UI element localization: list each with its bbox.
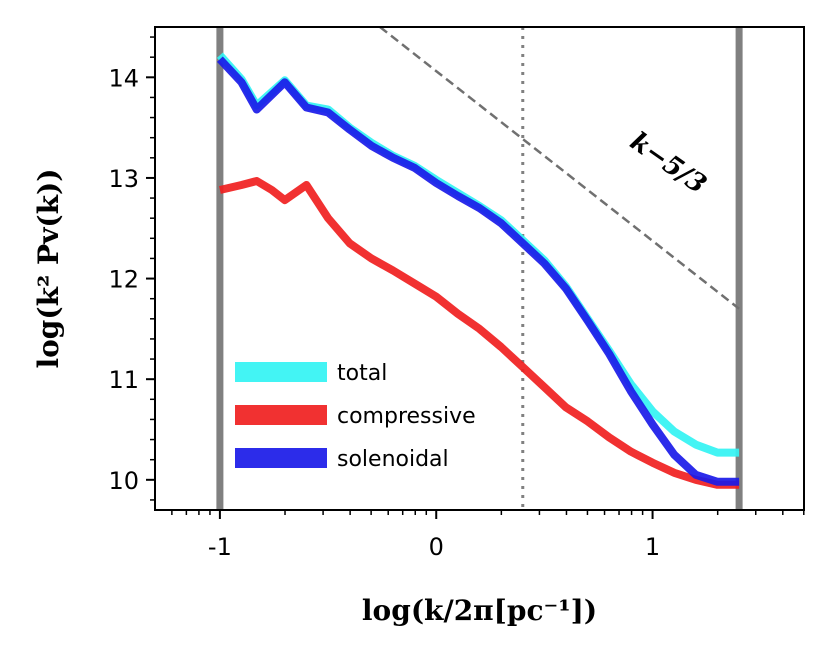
legend-label-compressive: compressive xyxy=(337,404,476,429)
series-line-total xyxy=(216,52,740,457)
y-axis-title: log(k² Pv(k)) xyxy=(32,168,65,368)
x-tick-label: 1 xyxy=(645,533,660,561)
legend-swatch-compressive xyxy=(235,405,327,425)
axes-frame xyxy=(154,26,805,511)
reference-slope-line xyxy=(379,27,740,310)
legend-swatch-solenoidal xyxy=(235,448,327,468)
x-tick-label: 0 xyxy=(429,533,444,561)
reference-line-label: k−5/3 xyxy=(624,127,711,201)
y-tick-label: 11 xyxy=(108,366,139,394)
plot-area xyxy=(216,27,743,510)
y-tick-label: 12 xyxy=(108,266,139,294)
plot-border xyxy=(154,26,805,511)
x-tick-label: -1 xyxy=(208,533,232,561)
y-tick-label: 13 xyxy=(108,165,139,193)
legend-swatch-total xyxy=(235,362,327,382)
y-tick-label: 14 xyxy=(108,64,139,92)
legend-label-total: total xyxy=(337,361,387,386)
ticks: -1 0 1 10 11 12 13 14 xyxy=(108,36,805,561)
series-line-compressive xyxy=(218,177,740,489)
legend-label-solenoidal: solenoidal xyxy=(337,447,449,472)
series-line-solenoidal xyxy=(216,56,740,486)
legend: total compressive solenoidal xyxy=(235,361,476,472)
x-axis-title: log(k/2π[pc⁻¹]) xyxy=(362,594,597,627)
y-tick-label: 10 xyxy=(108,467,139,495)
